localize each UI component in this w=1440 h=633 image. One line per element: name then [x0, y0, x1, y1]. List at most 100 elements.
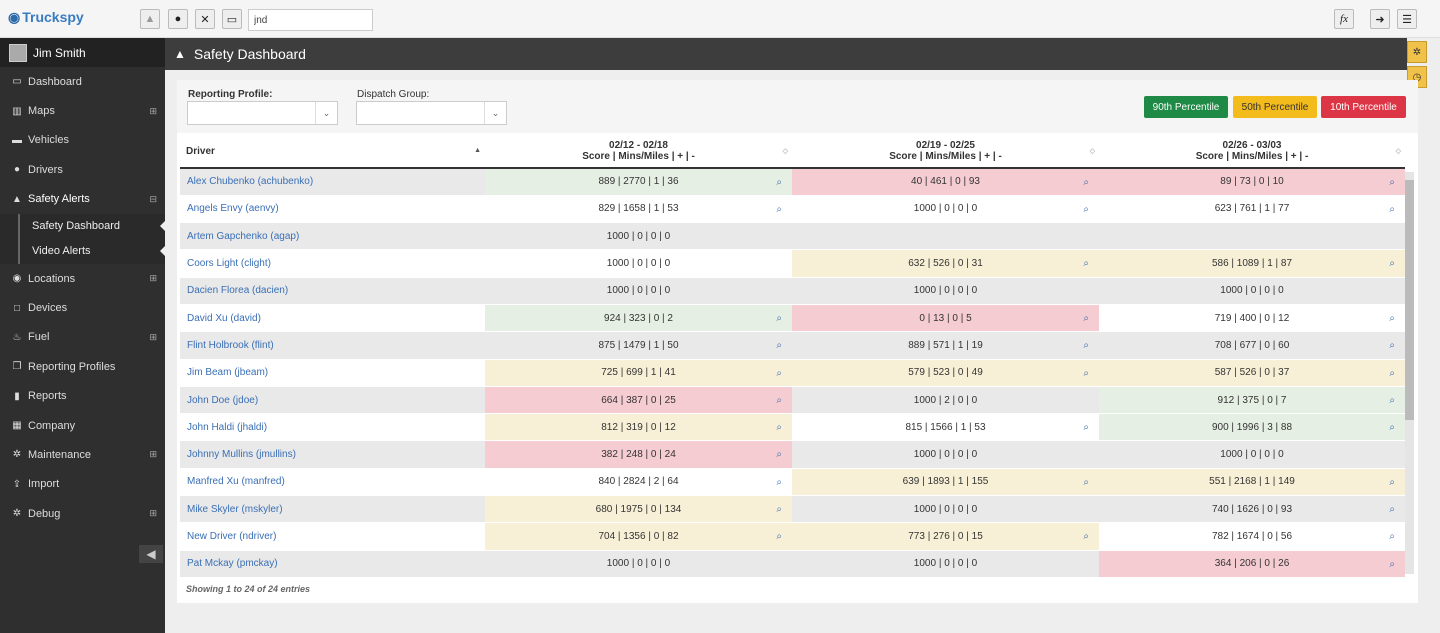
menu-button[interactable]: ☰: [1397, 9, 1417, 29]
magnifier-icon[interactable]: ⌕: [1389, 203, 1395, 215]
magnifier-icon[interactable]: ⌕: [1389, 504, 1395, 516]
magnifier-icon[interactable]: ⌕: [1083, 312, 1089, 324]
sidebar-item-drivers[interactable]: ● Drivers: [0, 155, 165, 184]
sort-icon: ◇: [1089, 148, 1095, 155]
magnifier-icon[interactable]: ⌕: [1389, 312, 1395, 324]
score-cell: 1000 | 2 | 0 | 0: [792, 386, 1099, 415]
sidebar-item-dashboard[interactable]: ▭ Dashboard: [0, 67, 165, 96]
sidebar-item-import[interactable]: ⇪ Import: [0, 470, 165, 499]
driver-link[interactable]: Pat Mckay (pmckay): [180, 550, 485, 578]
sidebar-item-reporting-profiles[interactable]: ❐ Reporting Profiles: [0, 352, 165, 381]
logout-button[interactable]: ➜: [1370, 9, 1390, 29]
driver-link[interactable]: Alex Chubenko (achubenko): [180, 168, 485, 196]
score-cell: 587 | 526 | 0 | 37 ⌕: [1099, 359, 1405, 387]
magnifier-icon[interactable]: ⌕: [1389, 177, 1395, 188]
table-scrollbar[interactable]: [1405, 172, 1414, 574]
magnifier-icon[interactable]: ⌕: [1083, 177, 1089, 188]
warning-button[interactable]: ▲: [140, 9, 160, 29]
magnifier-icon[interactable]: ⌕: [1389, 476, 1395, 488]
sidebar-subitem-video-alerts[interactable]: Video Alerts: [18, 238, 165, 264]
sidebar-item-devices[interactable]: □ Devices: [0, 293, 165, 322]
settings-button[interactable]: ✲: [1407, 41, 1427, 63]
driver-link[interactable]: David Xu (david): [180, 304, 485, 333]
collapse-icon[interactable]: ⊟: [149, 193, 157, 204]
score-cell: 829 | 1658 | 1 | 53 ⌕: [485, 195, 792, 224]
week-column-header[interactable]: 02/12 - 02/18 Score | Mins/Miles | + | - ◇: [485, 135, 792, 169]
search-input[interactable]: [248, 9, 373, 31]
magnifier-icon[interactable]: ⌕: [776, 177, 782, 188]
driver-link[interactable]: John Doe (jdoe): [180, 386, 485, 415]
magnifier-icon[interactable]: ⌕: [1083, 203, 1089, 215]
magnifier-icon[interactable]: ⌕: [1389, 340, 1395, 352]
driver-link[interactable]: New Driver (ndriver): [180, 522, 485, 551]
magnifier-icon[interactable]: ⌕: [1083, 340, 1089, 352]
expand-icon[interactable]: ⊞: [149, 105, 157, 116]
sidebar-item-company[interactable]: ▦ Company: [0, 411, 165, 440]
score-cell: [792, 222, 1099, 251]
reporting-profile-select[interactable]: ⌄: [187, 101, 338, 125]
magnifier-icon[interactable]: ⌕: [1389, 531, 1395, 543]
sidebar-item-locations[interactable]: ◉ Locations ⊞: [0, 264, 165, 293]
magnifier-icon[interactable]: ⌕: [1083, 258, 1089, 270]
magnifier-icon[interactable]: ⌕: [776, 394, 782, 406]
microphone-button[interactable]: ●: [168, 9, 188, 29]
magnifier-icon[interactable]: ⌕: [1389, 258, 1395, 270]
magnifier-icon[interactable]: ⌕: [1083, 367, 1089, 379]
sidebar-item-vehicles[interactable]: ▬ Vehicles: [0, 126, 165, 155]
fx-button[interactable]: fx: [1334, 9, 1354, 29]
collapse-sidebar-button[interactable]: ◀: [139, 545, 163, 563]
percentile-50-legend: 50th Percentile: [1233, 96, 1317, 118]
truck-icon: ▬: [12, 134, 22, 146]
magnifier-icon[interactable]: ⌕: [776, 531, 782, 543]
driver-link[interactable]: John Haldi (jhaldi): [180, 413, 485, 442]
user-bar[interactable]: Jim Smith: [0, 38, 165, 67]
sidebar-item-reports[interactable]: ▮ Reports: [0, 382, 165, 411]
fullscreen-button[interactable]: ✕: [195, 9, 215, 29]
sidebar-item-maintenance[interactable]: ✲ Maintenance ⊞: [0, 440, 165, 469]
magnifier-icon[interactable]: ⌕: [1083, 422, 1089, 434]
score-cell: 1000 | 0 | 0 | 0: [792, 277, 1099, 305]
driver-link[interactable]: Artem Gapchenko (agap): [180, 222, 485, 251]
magnifier-icon[interactable]: ⌕: [1083, 531, 1089, 543]
magnifier-icon[interactable]: ⌕: [776, 422, 782, 434]
dispatch-group-select[interactable]: ⌄: [356, 101, 507, 125]
magnifier-icon[interactable]: ⌕: [776, 340, 782, 352]
expand-icon[interactable]: ⊞: [149, 449, 157, 460]
driver-link[interactable]: Dacien Florea (dacien): [180, 277, 485, 305]
driver-link[interactable]: Mike Skyler (mskyler): [180, 495, 485, 524]
expand-icon[interactable]: ⊞: [149, 331, 157, 342]
sidebar-item-debug[interactable]: ✲ Debug ⊞: [0, 499, 165, 528]
sidebar-subitem-safety-dashboard[interactable]: Safety Dashboard: [18, 213, 165, 239]
driver-link[interactable]: Angels Envy (aenvy): [180, 195, 485, 224]
magnifier-icon[interactable]: ⌕: [1083, 476, 1089, 488]
magnifier-icon[interactable]: ⌕: [776, 504, 782, 516]
sidebar-item-fuel[interactable]: ♨ Fuel ⊞: [0, 323, 165, 352]
driver-link[interactable]: Manfred Xu (manfred): [180, 468, 485, 497]
magnifier-icon[interactable]: ⌕: [776, 312, 782, 324]
magnifier-icon[interactable]: ⌕: [1389, 422, 1395, 434]
truckspy-logo[interactable]: ◉ Truckspy: [8, 9, 84, 25]
magnifier-icon[interactable]: ⌕: [1389, 558, 1395, 570]
score-cell: 1000 | 0 | 0 | 0: [792, 550, 1099, 578]
magnifier-icon[interactable]: ⌕: [776, 203, 782, 215]
driver-link[interactable]: Flint Holbrook (flint): [180, 331, 485, 360]
keyboard-button[interactable]: ▭: [222, 9, 242, 29]
magnifier-icon[interactable]: ⌕: [776, 367, 782, 379]
table-row: Coors Light (clight) 1000 | 0 | 0 | 0 632 …: [180, 249, 1405, 278]
magnifier-icon[interactable]: ⌕: [1389, 394, 1395, 406]
week-column-header[interactable]: 02/19 - 02/25 Score | Mins/Miles | + | - ◇: [792, 135, 1099, 169]
sidebar-item-safety-alerts[interactable]: ▲ Safety Alerts ⊟: [0, 185, 165, 214]
driver-column-header[interactable]: Driver ▲: [180, 135, 485, 169]
magnifier-icon[interactable]: ⌕: [776, 476, 782, 488]
scrollbar-thumb[interactable]: [1405, 180, 1414, 420]
driver-link[interactable]: Johnny Mullins (jmullins): [180, 440, 485, 469]
driver-link[interactable]: Jim Beam (jbeam): [180, 359, 485, 387]
sidebar-item-maps[interactable]: ▥ Maps ⊞: [0, 96, 165, 125]
magnifier-icon[interactable]: ⌕: [776, 449, 782, 461]
pin-icon: ◉: [12, 273, 22, 285]
expand-icon[interactable]: ⊞: [149, 273, 157, 284]
magnifier-icon[interactable]: ⌕: [1389, 367, 1395, 379]
driver-link[interactable]: Coors Light (clight): [180, 249, 485, 278]
week-column-header[interactable]: 02/26 - 03/03 Score | Mins/Miles | + | - ◇: [1099, 135, 1405, 169]
expand-icon[interactable]: ⊞: [149, 508, 157, 519]
